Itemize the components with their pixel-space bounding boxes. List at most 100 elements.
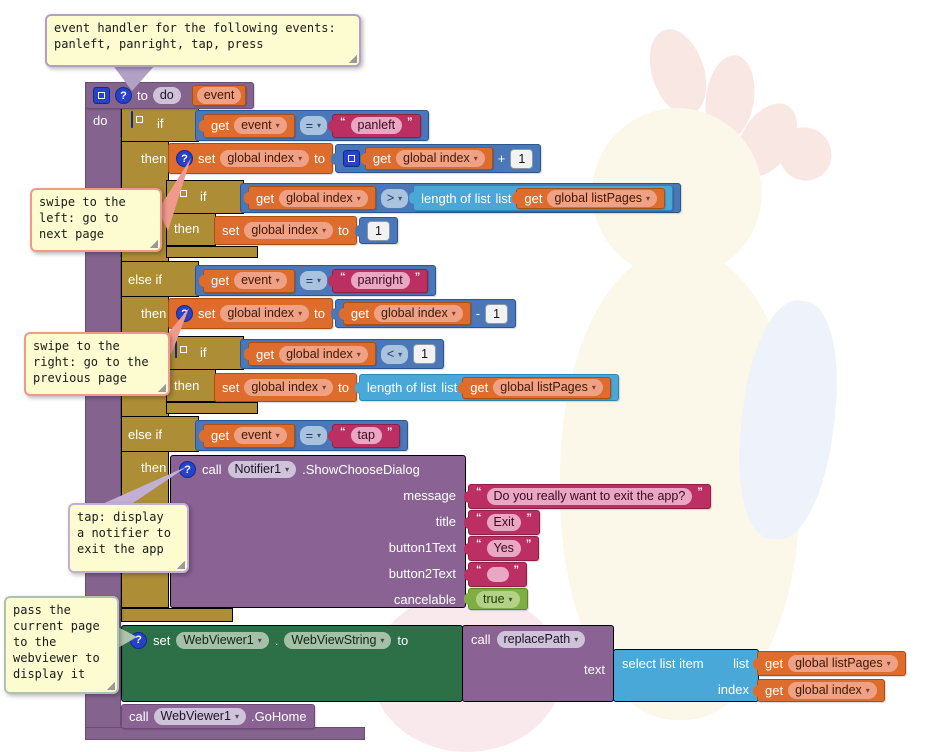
comment-tap-notifier[interactable]: tap: display a notifier to exit the app bbox=[68, 503, 189, 573]
component-dropdown[interactable]: Notifier1 bbox=[227, 461, 297, 478]
string-field[interactable]: panleft bbox=[350, 117, 403, 134]
event-parameter-pill[interactable]: event bbox=[191, 85, 247, 106]
operator-dropdown[interactable]: < bbox=[380, 344, 409, 364]
elseif-block-header[interactable] bbox=[121, 416, 199, 452]
number-block[interactable]: 1 bbox=[510, 148, 534, 169]
property-dropdown[interactable]: WebViewString bbox=[284, 631, 392, 649]
string-block[interactable]: “ panright ” bbox=[332, 268, 429, 293]
number-block[interactable]: 1 bbox=[366, 220, 390, 241]
elseif-block-header[interactable] bbox=[121, 261, 199, 297]
then-label: then bbox=[174, 378, 200, 393]
compare-block[interactable]: get event = “ panright ” bbox=[195, 265, 437, 296]
comment-webviewer-pass[interactable]: pass the current page to the webviewer t… bbox=[4, 596, 119, 694]
number-block[interactable]: 1 bbox=[413, 344, 437, 364]
get-variable-block[interactable]: get global index bbox=[248, 342, 376, 366]
mutator-icon[interactable] bbox=[93, 87, 110, 104]
get-variable-block[interactable]: get global listPages bbox=[757, 651, 906, 676]
variable-dropdown[interactable]: global index bbox=[244, 222, 334, 239]
string-field[interactable]: Do you really want to exit the app? bbox=[486, 488, 693, 505]
mutator-icon[interactable] bbox=[131, 111, 133, 128]
number-wrapper-block[interactable]: 1 bbox=[358, 217, 398, 244]
get-variable-block[interactable]: get global index bbox=[342, 302, 471, 325]
compare-block[interactable]: get global index > length of list list g… bbox=[240, 183, 682, 213]
string-field[interactable]: Exit bbox=[486, 514, 522, 531]
help-icon[interactable] bbox=[176, 150, 193, 167]
string-field[interactable]: tap bbox=[350, 427, 382, 444]
mutator-icon[interactable] bbox=[175, 341, 177, 358]
variable-dropdown[interactable]: global listPages bbox=[493, 379, 603, 396]
help-icon[interactable] bbox=[130, 631, 147, 649]
select-list-item-block[interactable]: select list item list index bbox=[613, 649, 759, 702]
help-icon[interactable] bbox=[115, 87, 132, 104]
get-variable-block[interactable]: get global listPages bbox=[516, 187, 666, 209]
variable-dropdown[interactable]: global index bbox=[244, 379, 334, 396]
logic-dropdown[interactable]: true bbox=[476, 590, 520, 608]
procedure-name-field[interactable]: do bbox=[152, 87, 181, 104]
operator-dropdown[interactable]: > bbox=[380, 188, 409, 208]
get-event-block[interactable]: get event bbox=[203, 113, 295, 138]
compare-block[interactable]: get global index < 1 bbox=[240, 339, 445, 369]
set-variable-block[interactable]: set global index to bbox=[168, 143, 333, 174]
variable-dropdown[interactable]: event bbox=[234, 117, 287, 134]
if-block-bottom[interactable] bbox=[121, 608, 233, 622]
component-dropdown[interactable]: WebViewer1 bbox=[153, 708, 246, 725]
get-event-block[interactable]: get event bbox=[203, 423, 295, 448]
variable-dropdown[interactable]: global index bbox=[220, 150, 310, 167]
string-block[interactable]: “ Exit ” bbox=[468, 510, 540, 535]
procedure-dropdown[interactable]: replacePath bbox=[496, 631, 586, 648]
comment-swipe-left[interactable]: swipe to the left: go to next page bbox=[30, 188, 162, 252]
logic-true-block[interactable]: true bbox=[468, 588, 528, 610]
variable-dropdown[interactable]: global index bbox=[396, 150, 485, 167]
string-field[interactable]: panright bbox=[350, 272, 410, 289]
set-variable-block[interactable]: set global index to bbox=[214, 216, 357, 245]
length-of-list-block[interactable]: length of list list get global listPages bbox=[413, 185, 674, 211]
comment-swipe-right[interactable]: swipe to the right: go to the previous p… bbox=[24, 332, 170, 396]
variable-dropdown[interactable]: global index bbox=[374, 305, 463, 322]
operator-dropdown[interactable]: = bbox=[299, 271, 328, 290]
variable-dropdown[interactable]: global listPages bbox=[788, 655, 898, 672]
variable-dropdown[interactable]: event bbox=[234, 427, 287, 444]
compare-block[interactable]: get event = “ tap ” bbox=[195, 420, 409, 451]
operator-dropdown[interactable]: = bbox=[299, 116, 328, 135]
get-variable-block[interactable]: get global index bbox=[757, 679, 885, 702]
math-add-block[interactable]: get global index + 1 bbox=[334, 144, 542, 173]
get-variable-block[interactable]: get global index bbox=[248, 186, 376, 210]
variable-dropdown[interactable]: global index bbox=[788, 682, 877, 699]
nested-if-block-bottom[interactable] bbox=[166, 246, 258, 258]
variable-dropdown[interactable]: global index bbox=[220, 305, 310, 322]
if-block-header[interactable] bbox=[121, 105, 199, 142]
operator-dropdown[interactable]: = bbox=[299, 426, 328, 445]
string-block[interactable]: “ panleft ” bbox=[332, 113, 421, 138]
get-variable-block[interactable]: get global listPages bbox=[462, 376, 611, 399]
mutator-icon[interactable] bbox=[342, 150, 360, 167]
length-of-list-block[interactable]: length of list list get global listPages bbox=[358, 374, 619, 401]
nested-if-block-header[interactable] bbox=[166, 336, 244, 370]
comment-event-handler[interactable]: event handler for the following events: … bbox=[45, 14, 361, 67]
string-field[interactable]: Yes bbox=[486, 540, 521, 557]
variable-dropdown[interactable]: global index bbox=[279, 345, 368, 363]
set-variable-block[interactable]: set global index to bbox=[168, 298, 333, 329]
variable-dropdown[interactable]: global index bbox=[279, 189, 368, 207]
procedure-header-block[interactable]: to do event bbox=[85, 82, 255, 109]
set-webviewstring-block[interactable]: set WebViewer1 . WebViewString to bbox=[121, 625, 463, 702]
replacepath-call-block[interactable]: call replacePath text bbox=[462, 625, 614, 702]
string-block[interactable]: “ ” bbox=[468, 562, 527, 587]
component-dropdown[interactable]: WebViewer1 bbox=[176, 631, 269, 649]
nested-if-block-bottom[interactable] bbox=[166, 402, 258, 414]
set-variable-block[interactable]: set global index to bbox=[214, 373, 357, 402]
string-block[interactable]: “ Do you really want to exit the app? ” bbox=[468, 484, 711, 509]
variable-dropdown[interactable]: event bbox=[234, 272, 287, 289]
string-field[interactable] bbox=[486, 567, 509, 582]
gohome-call-block[interactable]: call WebViewer1 .GoHome bbox=[121, 704, 315, 729]
number-block[interactable]: 1 bbox=[485, 303, 509, 324]
math-subtract-block[interactable]: get global index - 1 bbox=[334, 299, 517, 328]
string-block[interactable]: “ Yes ” bbox=[468, 536, 540, 561]
compare-block[interactable]: get event = “ panleft ” bbox=[195, 110, 429, 141]
variable-dropdown[interactable]: global listPages bbox=[547, 189, 658, 207]
get-event-block[interactable]: get event bbox=[203, 268, 295, 293]
help-icon[interactable] bbox=[179, 461, 196, 478]
get-variable-block[interactable]: get global index bbox=[364, 147, 493, 170]
notifier-call-block[interactable]: call Notifier1 .ShowChooseDialog message… bbox=[170, 455, 466, 608]
string-block[interactable]: “ tap ” bbox=[332, 423, 401, 448]
